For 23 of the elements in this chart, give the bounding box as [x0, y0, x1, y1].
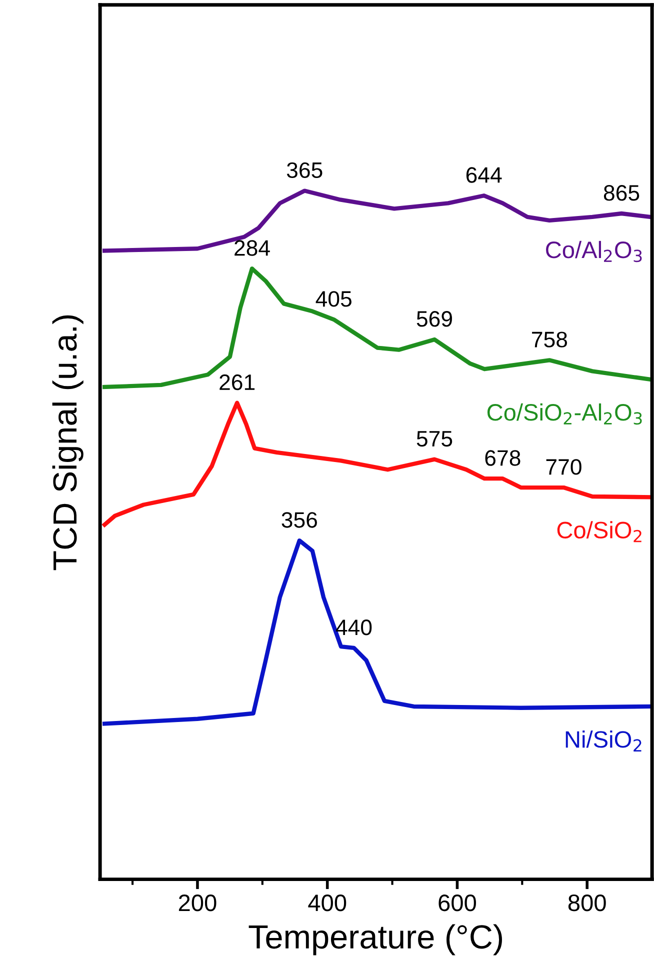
annotation: 356: [282, 512, 317, 528]
annotation: 865: [604, 185, 640, 201]
y-axis-title: TCD Signal (u.a.): [52, 315, 84, 570]
annotation: 365: [286, 162, 322, 178]
annotation: 678: [485, 450, 520, 466]
annotation: 770: [546, 459, 582, 475]
annotation: 261: [220, 374, 255, 390]
x-tick-label: 400: [308, 894, 346, 912]
annotation: 569: [416, 311, 452, 327]
annotation: 440: [336, 619, 372, 636]
x-axis-title: Temperature (°C): [248, 924, 502, 956]
x-tick-label: 600: [438, 894, 476, 912]
annotation: 284: [234, 240, 270, 256]
series-label: Co/SiO$_{2}$-Al$_{2}$O$_{3}$: [487, 403, 642, 425]
annotation: 644: [466, 167, 502, 183]
annotation: 758: [532, 332, 568, 348]
x-tick-label: 200: [178, 894, 216, 912]
series-label: Co/SiO$_{2}$: [557, 521, 642, 542]
annotation: 405: [316, 291, 352, 307]
series-label: Co/Al$_{2}$O$_{3}$: [546, 240, 642, 262]
x-tick-label: 800: [568, 894, 606, 912]
series-label: Ni/SiO$_{2}$: [566, 730, 642, 752]
annotation: 575: [416, 431, 452, 447]
